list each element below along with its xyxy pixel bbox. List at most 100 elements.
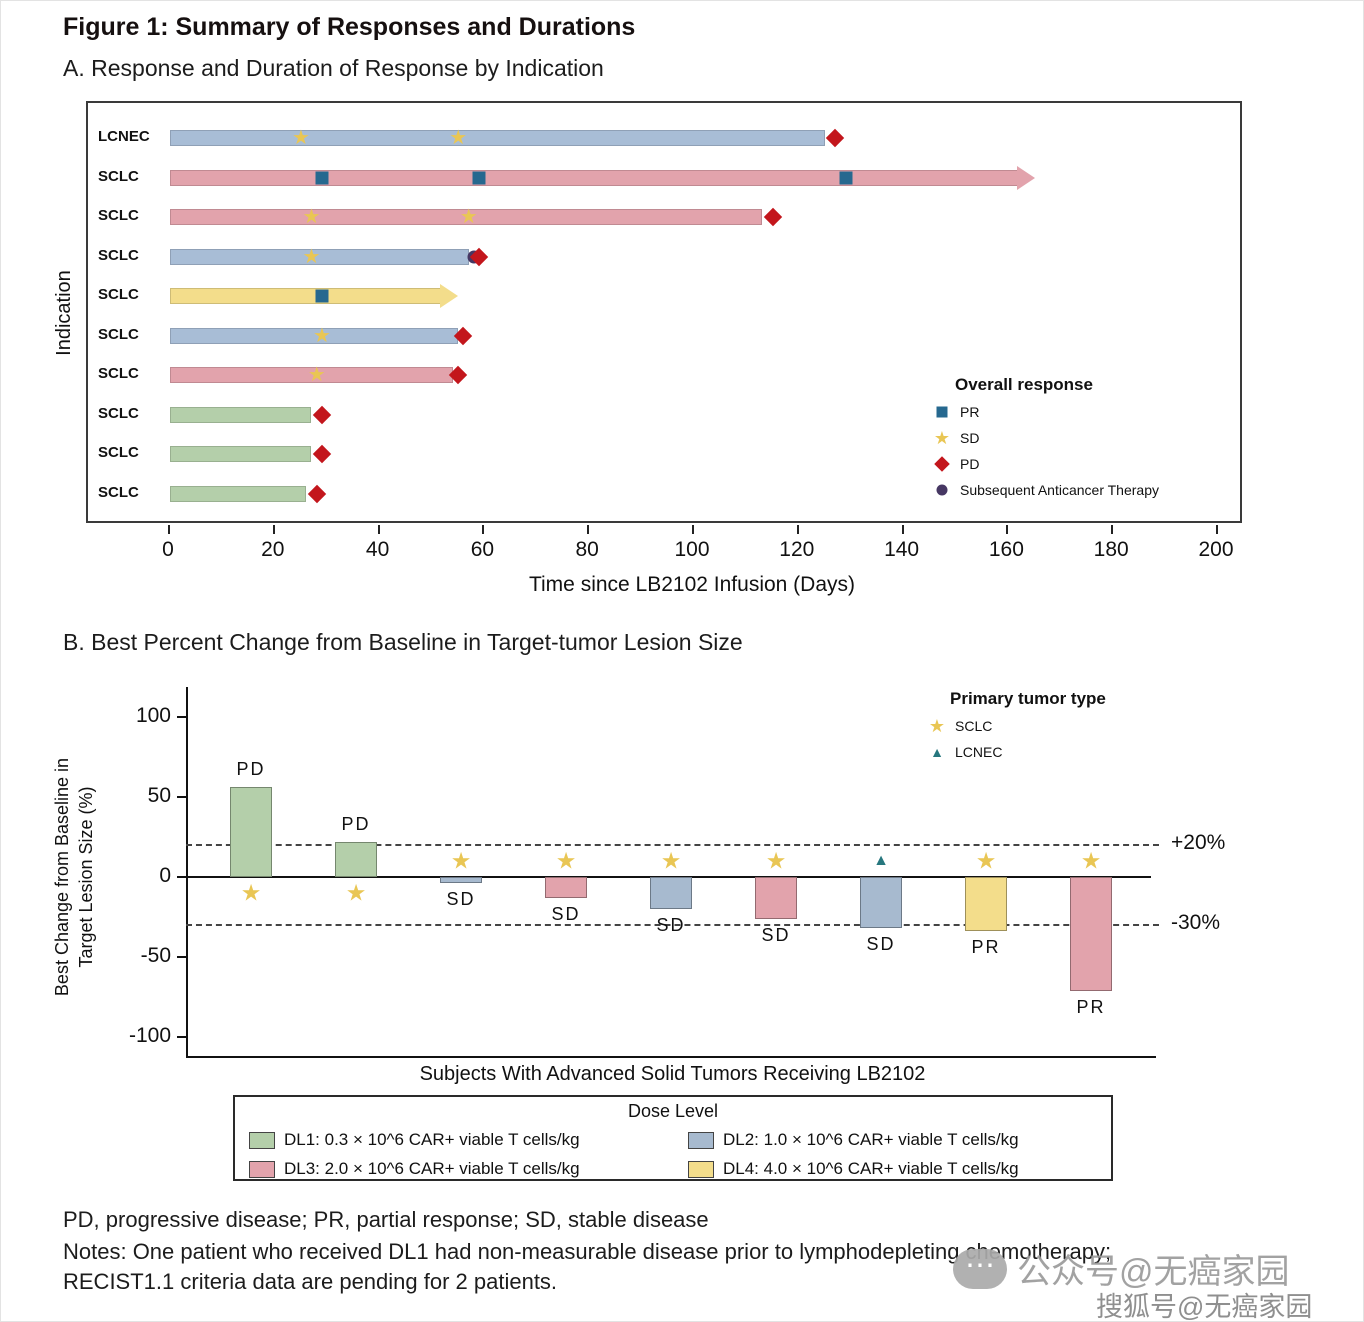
- footnote-abbreviations: PD, progressive disease; PR, partial res…: [63, 1207, 709, 1232]
- y-axis-line: [186, 687, 188, 1058]
- star-glyph: ★: [292, 127, 310, 149]
- legend-label: PR: [960, 404, 980, 420]
- x-tick-label: 100: [674, 538, 710, 561]
- legend-item: ▲ LCNEC: [928, 743, 1106, 761]
- response-label: SD: [761, 924, 791, 945]
- x-tick-label: 40: [365, 538, 390, 561]
- star-glyph: ★: [975, 847, 997, 874]
- reference-label: +20%: [1171, 831, 1226, 854]
- x-tick: [168, 525, 170, 534]
- diamond-glyph: [312, 445, 332, 464]
- star-glyph: ★: [312, 324, 331, 347]
- waterfall-bar: [755, 877, 797, 919]
- star-glyph: ★: [459, 206, 478, 229]
- y-tick-label: -50: [140, 944, 171, 967]
- dose-color-swatch: [249, 1160, 275, 1178]
- y-tick-label: -100: [128, 1024, 171, 1047]
- y-tick: [177, 876, 186, 878]
- star-glyph: ★: [660, 847, 682, 874]
- legend-label: Subsequent Anticancer Therapy: [960, 482, 1159, 498]
- pd-marker: [763, 207, 782, 227]
- x-tick: [1216, 525, 1218, 534]
- triangle-marker: ▲: [930, 745, 944, 759]
- square-glyph: [315, 171, 329, 185]
- x-tick-label: 160: [988, 538, 1024, 561]
- legend-title: Overall response: [955, 375, 1093, 394]
- dose-level-items: DL1: 0.3 × 10^6 CAR+ viable T cells/kg DL…: [235, 1122, 1111, 1179]
- tumor-type-marker: ★: [1080, 847, 1102, 874]
- legend-item: PD: [933, 455, 1159, 473]
- x-tick-label: 120: [779, 538, 815, 561]
- dose-level-item: DL2: 1.0 × 10^6 CAR+ viable T cells/kg: [688, 1130, 1097, 1150]
- tumor-type-marker: ★: [451, 849, 472, 873]
- square-glyph: [936, 406, 948, 418]
- y-tick: [177, 956, 186, 958]
- diamond-glyph: [312, 405, 332, 425]
- tumor-type-marker: ▲: [873, 853, 889, 869]
- ongoing-arrow-icon: [440, 284, 459, 309]
- waterfall-bar: [1070, 877, 1112, 991]
- x-tick-label: 60: [470, 538, 495, 561]
- panel-b-waterfall-plot: 100 50 0 -50 -100 +20% -30% PD ★ PD ★ SD ★ SD ★ SD ★ SD ★ S…: [129, 687, 1225, 1058]
- triangle-glyph: ▲: [873, 852, 889, 869]
- y-tick: [177, 796, 186, 798]
- dose-level-item: DL3: 2.0 × 10^6 CAR+ viable T cells/kg: [249, 1159, 658, 1179]
- waterfall-bar: [230, 787, 272, 877]
- duration-bar: [170, 446, 312, 463]
- dose-level-item: DL4: 4.0 × 10^6 CAR+ viable T cells/kg: [688, 1159, 1097, 1179]
- indication-label: SCLC: [98, 325, 139, 343]
- sd-marker: ★: [460, 207, 478, 227]
- pd-marker: [312, 445, 332, 464]
- panel-b-y-axis-label: Best Change from Baseline in Target Lesi…: [52, 757, 97, 997]
- star-glyph: ★: [345, 879, 367, 906]
- watermark-sohu: 搜狐号@无癌家园: [1096, 1292, 1313, 1322]
- x-tick-label: 140: [884, 538, 920, 561]
- sd-marker: ★: [303, 247, 321, 267]
- pd-marker: [448, 366, 468, 385]
- tumor-type-marker: ★: [241, 881, 262, 905]
- star-glyph: ★: [1080, 847, 1102, 874]
- y-tick-label: 0: [159, 864, 171, 887]
- diamond-glyph: [469, 247, 489, 266]
- legend-title: Primary tumor type: [950, 689, 1106, 708]
- indication-label: SCLC: [98, 207, 139, 225]
- duration-bar: [170, 169, 1019, 186]
- star-glyph: ★: [302, 245, 321, 268]
- tumor-type-marker: ★: [345, 879, 367, 906]
- indication-label: SCLC: [98, 444, 139, 462]
- square-icon: [933, 403, 951, 421]
- waterfall-bar: [440, 877, 482, 884]
- duration-bar: [170, 130, 825, 146]
- panel-a-title: A. Response and Duration of Response by …: [63, 55, 604, 81]
- pd-marker: [826, 128, 845, 148]
- x-tick: [482, 525, 485, 534]
- reference-label: -30%: [1171, 911, 1221, 934]
- star-glyph: ★: [933, 428, 951, 448]
- panel-a-x-axis-label: Time since LB2102 Infusion (Days): [528, 573, 856, 596]
- response-label: SD: [551, 903, 581, 924]
- x-tick-label: 80: [575, 538, 599, 561]
- y-tick: [177, 716, 186, 718]
- diamond-glyph: [448, 366, 468, 385]
- pd-marker: [312, 405, 332, 425]
- star-glyph: ★: [302, 206, 321, 229]
- dose-level-label: DL2: 1.0 × 10^6 CAR+ viable T cells/kg: [723, 1130, 1019, 1149]
- star-icon: ★: [928, 717, 946, 735]
- indication-label: SCLC: [98, 286, 139, 304]
- y-tick: [177, 1036, 186, 1038]
- waterfall-bar: [335, 841, 377, 877]
- circle-icon: [933, 481, 951, 499]
- star-glyph: ★: [307, 364, 326, 387]
- waterfall-bar: [965, 877, 1007, 932]
- footnote-recist: RECIST1.1 criteria data are pending for …: [63, 1269, 558, 1294]
- square-glyph: [472, 171, 486, 185]
- duration-bar: [170, 485, 307, 502]
- footnote-notes: Notes: One patient who received DL1 had …: [63, 1239, 1112, 1264]
- star-marker: ★: [934, 429, 950, 447]
- x-tick: [796, 525, 799, 534]
- waterfall-bar: [650, 877, 692, 909]
- response-label: PR: [1076, 996, 1106, 1017]
- circle-marker: [936, 484, 948, 496]
- response-label: SD: [656, 915, 686, 935]
